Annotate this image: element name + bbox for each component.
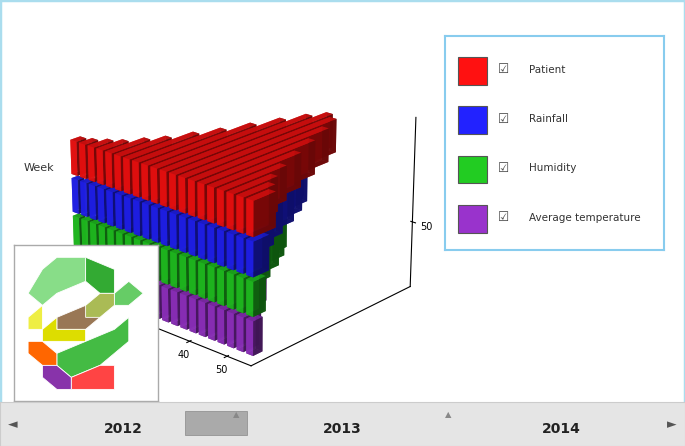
Text: Patient: Patient bbox=[529, 65, 565, 75]
Text: ►: ► bbox=[667, 417, 677, 431]
Text: Average temperature: Average temperature bbox=[529, 213, 640, 223]
Polygon shape bbox=[57, 318, 129, 377]
Polygon shape bbox=[28, 341, 57, 365]
Text: ☑: ☑ bbox=[498, 113, 509, 126]
Polygon shape bbox=[86, 293, 114, 318]
FancyBboxPatch shape bbox=[458, 156, 487, 183]
FancyBboxPatch shape bbox=[458, 57, 487, 85]
Polygon shape bbox=[42, 365, 71, 389]
Text: Humidity: Humidity bbox=[529, 163, 576, 173]
FancyBboxPatch shape bbox=[458, 106, 487, 134]
Text: Rainfall: Rainfall bbox=[529, 114, 568, 124]
Polygon shape bbox=[28, 257, 86, 306]
Polygon shape bbox=[86, 257, 114, 293]
Polygon shape bbox=[57, 306, 100, 329]
Text: 2014: 2014 bbox=[543, 421, 581, 435]
Polygon shape bbox=[28, 306, 42, 329]
FancyBboxPatch shape bbox=[185, 411, 247, 435]
Polygon shape bbox=[114, 281, 143, 306]
Text: ☑: ☑ bbox=[498, 211, 509, 224]
Text: 2012: 2012 bbox=[104, 421, 142, 435]
Text: ▲: ▲ bbox=[445, 410, 452, 419]
Text: ▲: ▲ bbox=[233, 410, 240, 419]
Text: ☑: ☑ bbox=[498, 63, 509, 76]
Polygon shape bbox=[71, 365, 114, 389]
Text: 2013: 2013 bbox=[323, 421, 362, 435]
Text: ◄: ◄ bbox=[8, 417, 18, 431]
Polygon shape bbox=[42, 318, 86, 341]
Text: ☑: ☑ bbox=[498, 162, 509, 175]
FancyBboxPatch shape bbox=[458, 205, 487, 233]
